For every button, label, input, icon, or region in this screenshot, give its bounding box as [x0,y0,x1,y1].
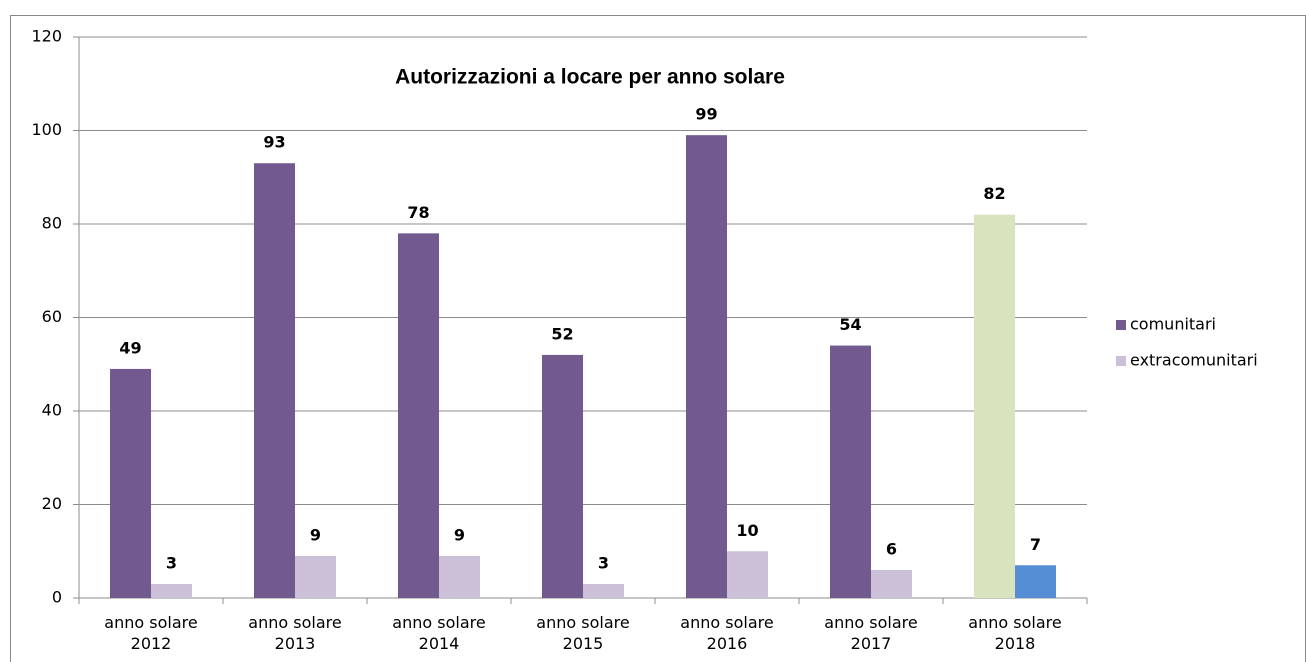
data-label: 3 [598,553,609,572]
bar [871,569,912,598]
x-tick-label: anno solare 2013 [248,613,342,653]
bar [830,345,871,598]
x-tick-label: anno solare 2017 [824,613,918,653]
data-label: 78 [407,203,429,222]
bar [398,233,439,598]
x-tick-label: anno solare 2014 [392,613,486,653]
bar [1015,565,1056,598]
bar [542,354,583,598]
bar [686,135,727,599]
y-tick-label: 120 [31,27,62,46]
bar [583,583,624,598]
data-label: 49 [119,338,141,357]
bar [254,163,295,598]
legend-swatch [1116,320,1126,330]
data-label: 93 [263,133,285,152]
data-label: 54 [839,315,861,334]
y-tick-label: 100 [31,120,62,139]
y-tick-label: 60 [42,307,62,326]
data-label: 99 [695,105,717,124]
y-tick-label: 40 [42,401,62,420]
data-label: 6 [886,539,897,558]
bar [439,555,480,598]
bar [151,583,192,598]
data-label: 9 [454,525,465,544]
legend-label: comunitari [1130,315,1216,334]
data-label: 82 [983,184,1005,203]
data-label: 9 [310,525,321,544]
data-label: 3 [166,553,177,572]
bar [110,368,151,598]
bar [974,214,1015,598]
x-tick-label: anno solare 2018 [968,613,1062,653]
legend-label: extracomunitari [1130,351,1258,370]
y-tick-label: 0 [52,588,62,607]
data-label: 7 [1030,535,1041,554]
x-tick-label: anno solare 2016 [680,613,774,653]
bar [727,551,768,598]
chart-frame [10,15,1306,662]
legend-swatch [1116,356,1126,366]
data-label: 10 [736,521,758,540]
y-tick-label: 80 [42,214,62,233]
data-label: 52 [551,324,573,343]
chart-title: Autorizzazioni a locare per anno solare [395,66,785,89]
bar [295,555,336,598]
y-tick-label: 20 [42,494,62,513]
x-tick-label: anno solare 2012 [104,613,198,653]
x-tick-label: anno solare 2015 [536,613,630,653]
